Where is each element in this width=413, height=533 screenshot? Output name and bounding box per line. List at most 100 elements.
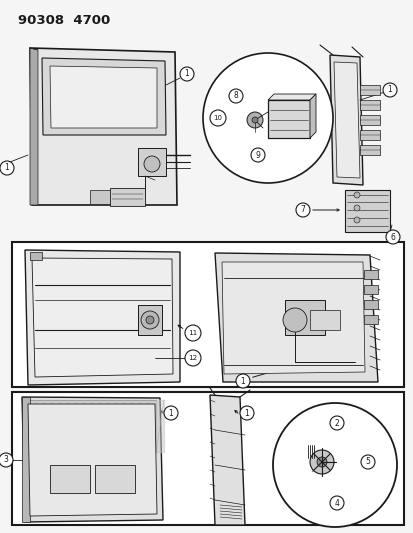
Circle shape [353, 192, 359, 198]
Bar [359, 145, 379, 155]
Circle shape [316, 457, 326, 467]
Polygon shape [60, 400, 68, 452]
Text: 1: 1 [244, 408, 249, 417]
Circle shape [382, 83, 396, 97]
Circle shape [202, 53, 332, 183]
Bar [363, 300, 377, 309]
Polygon shape [42, 58, 166, 135]
Circle shape [353, 205, 359, 211]
Polygon shape [147, 400, 156, 452]
Text: 1: 1 [387, 85, 392, 94]
Polygon shape [25, 250, 180, 385]
Circle shape [235, 374, 249, 388]
Bar [95, 465, 135, 493]
Polygon shape [156, 400, 164, 452]
Bar [363, 315, 377, 324]
Bar [30, 252, 42, 260]
Circle shape [247, 112, 262, 128]
Polygon shape [140, 400, 147, 452]
Circle shape [252, 117, 257, 123]
Polygon shape [92, 400, 100, 452]
Polygon shape [76, 400, 84, 452]
Circle shape [164, 406, 178, 420]
Text: 1: 1 [240, 376, 245, 385]
Circle shape [272, 403, 396, 527]
Bar [90, 190, 110, 204]
Polygon shape [132, 400, 140, 452]
Polygon shape [84, 400, 92, 452]
Circle shape [0, 453, 13, 467]
Polygon shape [209, 395, 244, 525]
Text: 6: 6 [389, 232, 394, 241]
Bar [284, 300, 324, 335]
Text: 12: 12 [188, 355, 197, 361]
Polygon shape [108, 400, 116, 452]
Bar [344, 190, 389, 232]
Polygon shape [44, 400, 52, 452]
Bar [138, 148, 166, 176]
Polygon shape [52, 400, 60, 452]
Polygon shape [28, 400, 36, 452]
Circle shape [209, 110, 225, 126]
Bar [309, 310, 339, 330]
Text: 4: 4 [334, 498, 339, 507]
Bar [28, 400, 156, 452]
Polygon shape [267, 94, 315, 100]
Circle shape [146, 316, 154, 324]
Polygon shape [30, 48, 38, 205]
Text: 3: 3 [4, 456, 8, 464]
Polygon shape [68, 400, 76, 452]
Circle shape [185, 325, 201, 341]
Polygon shape [221, 262, 364, 374]
Circle shape [353, 217, 359, 223]
Text: 1: 1 [184, 69, 189, 78]
Polygon shape [22, 397, 163, 522]
Polygon shape [309, 94, 315, 138]
Circle shape [185, 350, 201, 366]
Polygon shape [116, 400, 124, 452]
Circle shape [180, 67, 194, 81]
Circle shape [329, 416, 343, 430]
Circle shape [360, 455, 374, 469]
Polygon shape [329, 55, 362, 185]
Polygon shape [333, 62, 359, 178]
Bar [359, 130, 379, 140]
Bar [22, 397, 30, 522]
Bar [110, 188, 145, 206]
Polygon shape [36, 400, 44, 452]
Bar [12, 242, 403, 387]
Bar [359, 100, 379, 110]
Circle shape [329, 496, 343, 510]
Bar [359, 115, 379, 125]
Circle shape [228, 89, 242, 103]
Text: 8: 8 [233, 92, 238, 101]
Text: 1: 1 [168, 408, 173, 417]
Bar [138, 305, 161, 335]
Circle shape [385, 230, 399, 244]
Text: 2: 2 [334, 418, 339, 427]
Circle shape [141, 311, 159, 329]
Text: 11: 11 [188, 330, 197, 336]
Bar [267, 100, 309, 138]
Polygon shape [32, 258, 173, 377]
Polygon shape [100, 400, 108, 452]
Text: 90308  4700: 90308 4700 [18, 14, 110, 27]
Bar [363, 285, 377, 294]
Text: 5: 5 [365, 457, 370, 466]
Bar [363, 270, 377, 279]
Polygon shape [124, 400, 132, 452]
Bar [12, 392, 403, 525]
Text: 7: 7 [300, 206, 305, 214]
Polygon shape [50, 66, 157, 128]
Text: 9: 9 [255, 150, 260, 159]
Text: 1: 1 [5, 164, 9, 173]
Text: 10: 10 [213, 115, 222, 121]
Polygon shape [214, 253, 377, 382]
Circle shape [144, 156, 159, 172]
Circle shape [309, 450, 333, 474]
Circle shape [250, 148, 264, 162]
Circle shape [282, 308, 306, 332]
Circle shape [0, 161, 14, 175]
Bar [50, 465, 90, 493]
Circle shape [240, 406, 254, 420]
